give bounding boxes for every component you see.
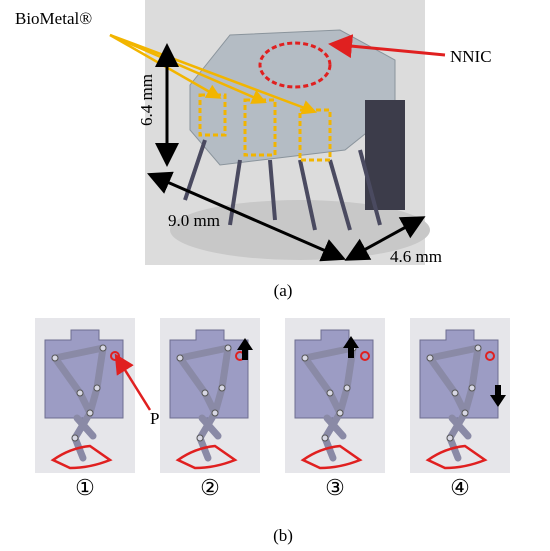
panel bbox=[160, 318, 260, 473]
panel-label: ① bbox=[75, 475, 95, 500]
width-label: 4.6 mm bbox=[390, 247, 442, 266]
panel bbox=[285, 318, 385, 473]
length-label: 9.0 mm bbox=[168, 211, 220, 230]
point-label: P bbox=[150, 409, 159, 428]
caption-b: (b) bbox=[273, 526, 293, 545]
height-label: 6.4 mm bbox=[137, 74, 156, 126]
figure: BioMetal® NNIC 6.4 mm 9.0 mm 4.6 mm (a) … bbox=[0, 0, 550, 551]
panel-label: ② bbox=[200, 475, 220, 500]
panel-label: ③ bbox=[325, 475, 345, 500]
caption-a: (a) bbox=[274, 281, 293, 300]
actuator-label: BioMetal® bbox=[15, 9, 92, 28]
panel bbox=[35, 318, 135, 473]
chip-label: NNIC bbox=[450, 47, 492, 66]
panel-label: ④ bbox=[450, 475, 470, 500]
panel bbox=[410, 318, 510, 473]
